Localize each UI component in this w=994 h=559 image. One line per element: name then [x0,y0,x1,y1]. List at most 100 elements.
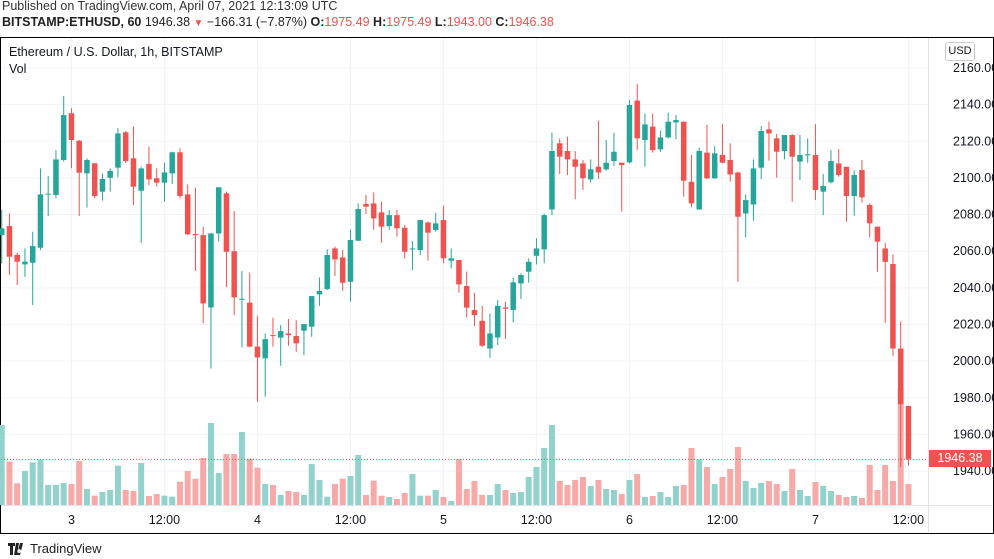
candle [417,220,423,256]
candle [541,213,547,264]
triangle-down-icon: ▼ [193,18,204,29]
candle [471,292,478,327]
volume-bar [579,477,586,505]
candle-body [595,166,602,173]
candle [611,132,617,167]
brand-name: TradingView [30,541,102,556]
volume-bar [626,480,633,505]
candle-body [301,324,307,331]
candle-body [293,336,299,344]
candle [479,305,485,347]
volume-bar [21,471,28,505]
volume-bar [517,492,524,505]
volume-bar [727,469,734,505]
candle [510,277,516,323]
candle [688,155,695,208]
candle-body [642,124,648,140]
candle-body [843,166,850,197]
candle [169,151,175,184]
candle [146,146,152,186]
volume-bar [200,458,207,505]
candle [797,135,803,180]
volume-bar [440,497,447,505]
candles [0,83,912,467]
candle [76,139,82,217]
candle-body [727,159,733,175]
candle [378,201,385,243]
volume-bar [835,495,842,505]
volume-bar [665,497,672,505]
candle-body [37,194,44,248]
candle [394,209,400,237]
candle-body [262,339,268,359]
candle [215,187,222,242]
y-tick-label: 1940.00 [953,464,994,478]
candle-body [153,178,160,183]
volume-bar [316,480,323,505]
candle-body [270,335,276,337]
candle-body [192,233,199,236]
candle-body [339,257,346,283]
candle-body [386,215,392,227]
candle-body [649,126,656,151]
candle [37,168,44,251]
candle [463,271,470,318]
candle [680,121,687,197]
candle-body [169,152,175,174]
y-tick-label: 2140.00 [953,98,994,112]
candle-body [634,100,640,139]
candle-body [99,179,106,192]
volume-bar [52,485,59,505]
candle [494,300,501,345]
low-label: L: [434,15,447,29]
candle [572,150,578,200]
candle [246,272,253,348]
candle-body [246,302,253,347]
y-tick-label: 2100.00 [953,171,994,185]
candle-body [161,172,168,183]
candle-body [432,223,439,230]
candle [370,192,377,230]
candle-body [704,152,710,179]
candle [239,270,245,348]
candle-body [556,143,563,157]
candle-body [425,222,431,233]
candle [804,138,811,163]
x-tick-label: 12:00 [149,513,180,527]
volume-bar [29,462,36,505]
candle [68,108,75,169]
volume-bar [711,484,718,505]
candle-body [719,155,726,163]
candle-body [22,261,28,265]
candle [890,254,896,356]
volume-bar [758,483,765,505]
candle [6,213,13,276]
price-change: −166.31 (−7.87%) [206,15,307,29]
candle [347,229,354,302]
candle [53,150,59,199]
currency-button[interactable]: USD [945,42,975,61]
volume-bar [238,432,245,505]
candle [828,150,834,184]
volume-bar [192,478,199,505]
candle-body [611,151,617,162]
volume-bar [308,464,315,505]
volume-bar [6,461,13,505]
candle-body [518,275,524,284]
candle-body [750,168,757,205]
candle-body [60,115,67,160]
candle [874,226,881,272]
candle [254,315,261,402]
candle-body [285,333,292,336]
volume-bar [858,498,865,505]
candle [580,159,586,191]
volume-bar [76,461,83,505]
candle-body [347,240,354,282]
candle-body [882,248,888,262]
volume-bar [479,495,486,505]
candle [843,166,850,222]
candle [634,83,640,151]
volume-bar [843,497,850,505]
candle [657,130,664,152]
